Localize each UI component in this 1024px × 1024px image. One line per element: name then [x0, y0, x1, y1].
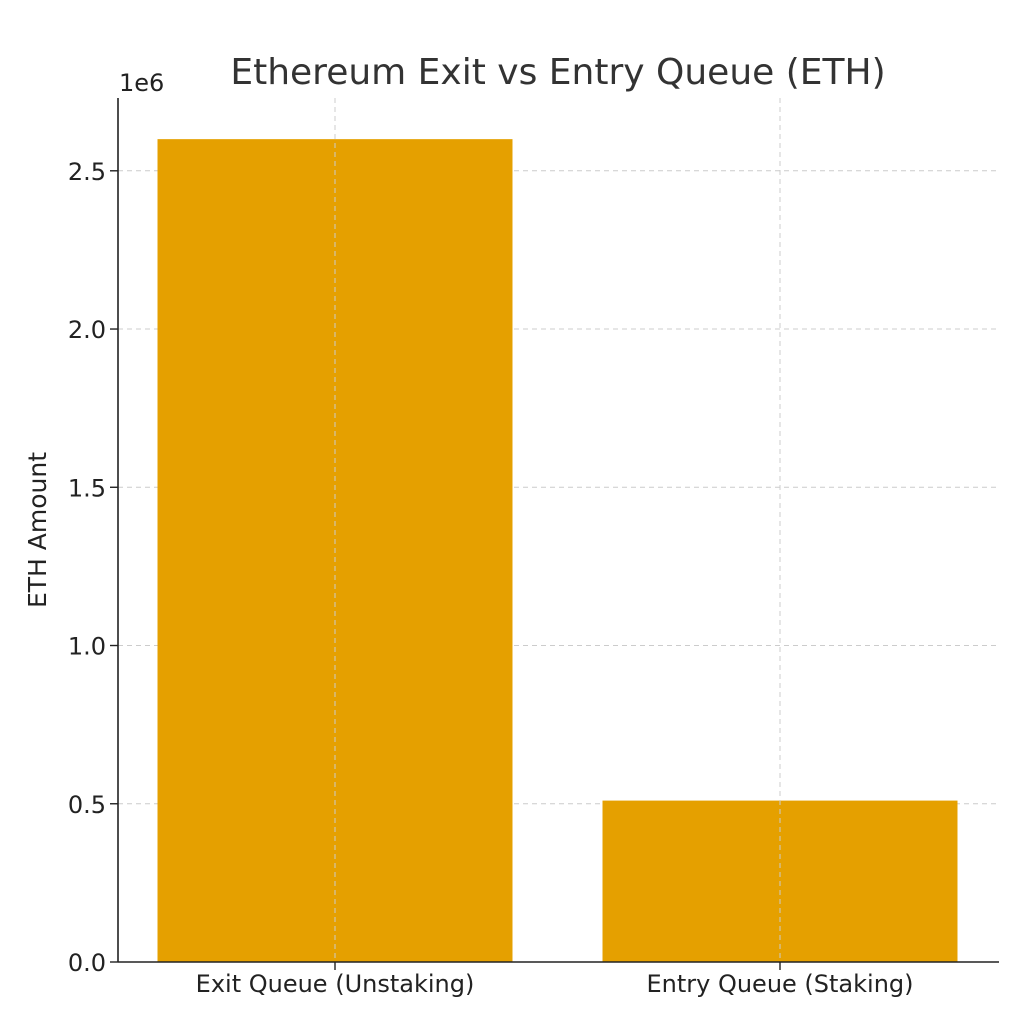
y-axis-offset-label: 1e6 — [119, 69, 164, 97]
y-tick-label: 2.5 — [68, 158, 106, 186]
y-tick-label: 1.5 — [68, 474, 106, 502]
label-layer: Ethereum Exit vs Entry Queue (ETH) 1e6 E… — [23, 52, 886, 608]
y-tick-label: 2.0 — [68, 316, 106, 344]
y-tick-label: 0.0 — [68, 949, 106, 977]
bar-layer — [157, 98, 958, 963]
x-tick-label: Exit Queue (Unstaking) — [196, 970, 475, 998]
y-tick-label: 1.0 — [68, 633, 106, 661]
x-tick-label: Entry Queue (Staking) — [646, 970, 913, 998]
chart-title: Ethereum Exit vs Entry Queue (ETH) — [230, 52, 885, 93]
y-tick-label: 0.5 — [68, 791, 106, 819]
y-axis-label: ETH Amount — [23, 452, 52, 608]
axis-layer: 0.0 0.5 1.0 1.5 2.0 2.5 Exit Queue (Unstaking)… — [68, 98, 999, 998]
